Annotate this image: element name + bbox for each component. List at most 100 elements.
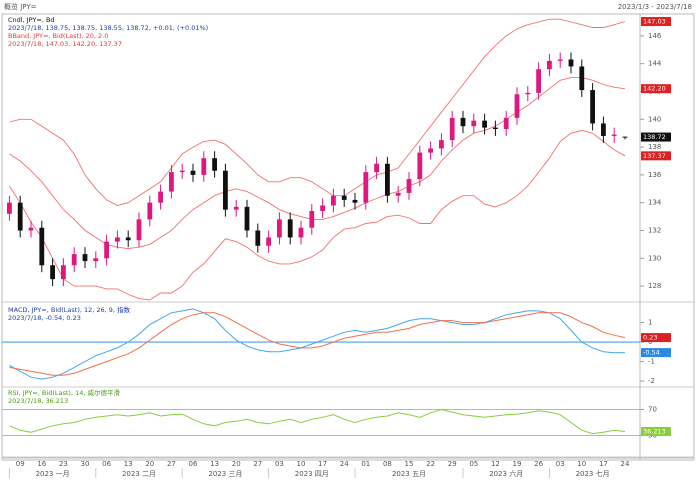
legend-line: 2023/7/18, 138.75, 138.75, 138.55, 138.7… [8,24,208,32]
candle-body [568,59,574,67]
candle-body [147,202,153,220]
indicator-line [9,408,626,435]
header: 概览 JPY= [4,2,37,11]
y-tick-label: 130 [648,254,661,262]
legend-line: RSI, JPY=, Bid(Last), 14, 威尔德平滑 [8,388,120,397]
candle-body [201,158,207,175]
y-tick-label: 136 [648,171,662,179]
indicator-line [9,129,626,301]
indicator-line [9,18,626,206]
value-tag [641,84,671,94]
candle-body [579,66,585,91]
candle-body [158,191,163,203]
y-tick-label: 70 [648,406,657,414]
month-label: 2023 七月 [576,469,610,478]
candle-body [406,179,412,193]
x-tick-label: 20 [145,460,154,468]
candle-body [471,120,477,127]
x-tick-label: 13 [124,460,133,468]
x-tick-label: 17 [318,460,327,468]
candle-body [93,258,99,262]
y-tick-label: 146 [648,32,662,40]
candle-body [601,123,606,136]
candle-body [266,237,271,246]
value-tag-label: -0.54 [643,349,660,357]
x-tick-label: 09 [16,460,25,468]
candle-body [547,60,552,70]
value-tag-label: 36.213 [643,427,666,435]
legend-line: 2023/7/18, 147.03, 142.20, 137.37 [8,40,122,48]
month-label: 2023 六月 [489,469,523,478]
candle-body [7,202,12,214]
x-tick-label: 26 [534,460,543,468]
candle-body [590,90,595,124]
x-tick-label: 10 [297,460,306,468]
candle-body [28,227,34,231]
candle-body [71,254,77,266]
value-tag [641,426,671,436]
y-tick-label: 144 [648,60,662,68]
candle-body [298,227,304,238]
value-tag [641,151,671,161]
month-label: 2023 三月 [208,470,242,478]
candle-body [244,206,250,231]
month-label: 2023 五月 [392,470,426,478]
candle-body [61,265,66,280]
candle-body [341,195,347,200]
x-tick-label: 19 [513,460,522,468]
y-tick-label: 1 [648,319,652,327]
value-tag [641,132,671,142]
candle-body [352,199,358,203]
legend-line: MACD, JPY=, Bid(Last), 12, 26, 9, 指数 [8,305,131,314]
x-tick-label: 05 [469,460,478,468]
value-tag [641,348,671,358]
candle-body [104,241,109,259]
candle-body [482,120,487,128]
x-tick-label: 06 [189,460,198,468]
value-tag-label: 142.20 [643,85,666,93]
candle-body [503,117,509,129]
y-tick-label: -1 [648,358,655,366]
candle-body [223,170,228,210]
candle-body [309,211,315,228]
x-tick-label: 17 [599,460,608,468]
value-tag [641,17,671,27]
candle-body [17,202,23,231]
candle-body [428,148,433,153]
candle-body [136,219,142,241]
x-tick-label: 27 [167,460,176,468]
x-tick-label: 30 [81,460,90,468]
candle-body [115,237,120,242]
candle-body [212,158,217,171]
x-tick-label: 01 [361,460,370,468]
candle-body [536,69,541,93]
y-tick-label: 132 [648,226,661,234]
candle-body [277,219,282,238]
x-tick-label: 16 [37,460,46,468]
x-tick-label: 24 [621,460,630,468]
value-tag-label: 0.23 [643,334,657,342]
x-tick-label: 06 [102,460,111,468]
candle-body [190,170,196,175]
x-tick-label: 12 [491,460,500,468]
y-tick-label: 134 [648,199,662,207]
x-tick-label: 27 [253,460,262,468]
value-tag-label: 147.03 [643,18,666,26]
legend-line: 2023/7/18, -0.54, 0.23 [8,314,81,322]
candle-body [374,163,379,173]
candle-body [50,265,55,280]
x-tick-label: 13 [210,460,219,468]
month-label: 2023 一月 [36,470,70,478]
candle-body [395,192,401,196]
month-label: 2023 四月 [295,470,329,478]
value-tag-label: 137.37 [643,152,666,160]
date-range: 2023/1/3 - 2023/7/18 [618,3,692,11]
x-tick-label: 20 [232,460,241,468]
candle-body [255,230,261,246]
x-tick-label: 08 [383,460,392,468]
x-tick-label: 24 [340,460,349,468]
y-tick-label: 140 [648,115,661,123]
legend-line: BBand, JPY=, Bid(Last), 20, 2.0 [8,32,108,40]
